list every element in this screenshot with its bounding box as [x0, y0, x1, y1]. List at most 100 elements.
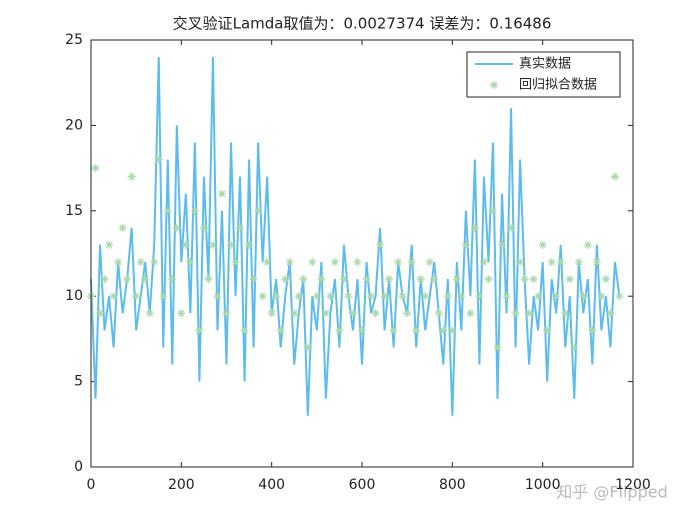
- data-point: [461, 240, 470, 249]
- y-tick-label: 5: [74, 374, 83, 390]
- data-point: [470, 223, 479, 232]
- data-point: [294, 292, 303, 301]
- data-point: [525, 309, 534, 318]
- data-point: [443, 292, 452, 301]
- data-point: [588, 326, 597, 335]
- data-point: [570, 343, 579, 352]
- y-tick-label: 10: [65, 288, 83, 304]
- data-point: [177, 309, 186, 318]
- data-point: [565, 275, 574, 284]
- data-point: [371, 309, 380, 318]
- data-point: [488, 206, 497, 215]
- data-point: [448, 326, 457, 335]
- data-point: [127, 172, 136, 181]
- data-point: [123, 275, 132, 284]
- data-point: [425, 258, 434, 267]
- legend-box: [466, 51, 621, 98]
- data-point: [141, 275, 150, 284]
- data-point: [186, 258, 195, 267]
- data-point: [330, 258, 339, 267]
- data-point: [199, 223, 208, 232]
- data-point: [592, 258, 601, 267]
- data-point: [547, 258, 556, 267]
- data-point: [335, 326, 344, 335]
- data-point: [150, 258, 159, 267]
- data-point: [358, 326, 366, 335]
- data-point: [516, 258, 525, 267]
- x-tick-label: 600: [349, 477, 376, 493]
- data-point: [145, 309, 154, 318]
- data-point: [398, 292, 407, 301]
- data-point: [267, 309, 276, 318]
- data-point: [281, 275, 290, 284]
- data-point: [299, 275, 308, 284]
- data-point: [416, 275, 425, 284]
- y-tick-label: 0: [74, 459, 83, 475]
- y-tick-label: 25: [65, 32, 83, 48]
- data-point: [367, 292, 376, 301]
- data-point: [181, 240, 190, 249]
- data-point: [511, 309, 520, 318]
- data-point: [136, 258, 145, 267]
- data-point: [538, 240, 547, 249]
- data-point: [434, 309, 443, 318]
- data-point: [502, 292, 511, 301]
- data-point: [132, 292, 141, 301]
- data-point: [344, 292, 353, 301]
- data-point: [168, 275, 177, 284]
- data-point: [321, 309, 330, 318]
- y-tick-label: 15: [65, 203, 83, 219]
- data-point: [348, 309, 357, 318]
- data-point: [285, 258, 294, 267]
- data-point: [430, 275, 439, 284]
- data-point: [376, 240, 385, 249]
- data-point: [276, 326, 285, 335]
- data-point: [362, 275, 371, 284]
- data-point: [227, 240, 236, 249]
- data-point: [290, 309, 299, 318]
- data-point: [312, 292, 321, 301]
- data-point: [457, 292, 466, 301]
- data-point: [380, 292, 389, 301]
- x-tick-label: 1200: [615, 477, 651, 493]
- data-point: [308, 258, 317, 267]
- data-point: [615, 292, 624, 301]
- data-point: [249, 275, 258, 284]
- data-point: [96, 309, 105, 318]
- data-point: [91, 164, 100, 173]
- data-point: [118, 223, 127, 232]
- data-point: [601, 275, 610, 284]
- data-point: [552, 292, 561, 301]
- data-point: [484, 275, 493, 284]
- data-point: [529, 275, 538, 284]
- data-point: [263, 258, 272, 267]
- x-tick-label: 0: [87, 477, 96, 493]
- data-point: [407, 258, 416, 267]
- data-point: [597, 292, 606, 301]
- data-point: [556, 258, 565, 267]
- data-point: [163, 206, 172, 215]
- data-point: [412, 326, 421, 335]
- data-point: [353, 258, 362, 267]
- data-point: [534, 292, 543, 301]
- data-point: [403, 309, 412, 318]
- data-point: [475, 292, 484, 301]
- data-point: [466, 309, 475, 318]
- data-point: [452, 275, 461, 284]
- x-tick-label: 200: [168, 477, 195, 493]
- data-point: [439, 326, 448, 335]
- data-point: [172, 223, 181, 232]
- data-point: [507, 223, 516, 232]
- data-point: [385, 275, 394, 284]
- data-point: [394, 258, 403, 267]
- data-point: [195, 326, 204, 335]
- chart-title: 交叉验证Lamda取值为：0.0027374 误差为：0.16486: [173, 15, 552, 33]
- data-line: [90, 57, 621, 416]
- data-point: [272, 292, 281, 301]
- data-point: [579, 292, 588, 301]
- data-point: [231, 258, 240, 267]
- data-point: [389, 326, 398, 335]
- data-point: [208, 240, 217, 249]
- data-point: [520, 275, 529, 284]
